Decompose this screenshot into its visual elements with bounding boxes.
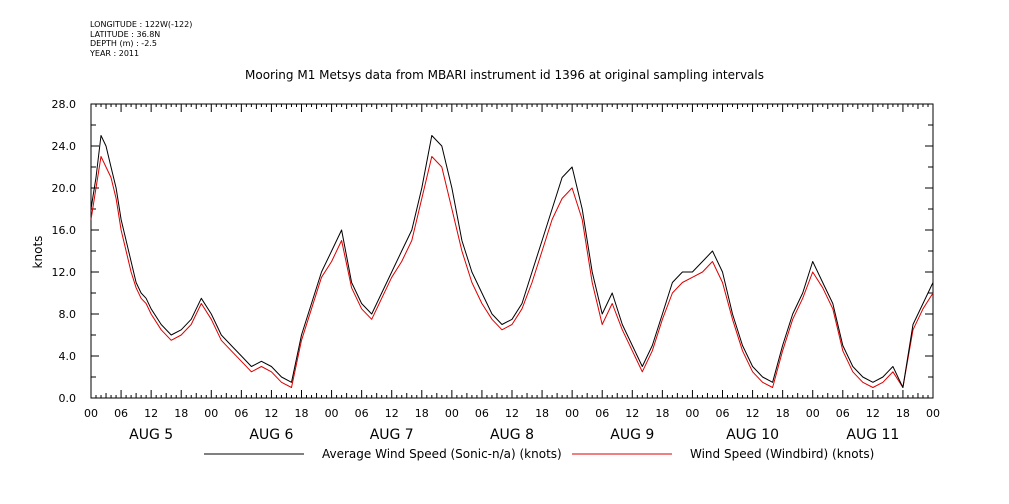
y-tick-label: 4.0 bbox=[59, 350, 77, 363]
x-tick-label: 18 bbox=[295, 407, 309, 420]
metadata-block: LONGITUDE : 122W(-122) LATITUDE : 36.8N … bbox=[90, 20, 192, 58]
x-tick-label: 12 bbox=[264, 407, 278, 420]
x-tick-label: 12 bbox=[385, 407, 399, 420]
legend: Average Wind Speed (Sonic-n/a) (knots) W… bbox=[204, 447, 874, 461]
x-tick-label: 12 bbox=[625, 407, 639, 420]
y-tick-label: 16.0 bbox=[52, 224, 77, 237]
series-line-windbird bbox=[90, 156, 934, 388]
y-tick-label: 20.0 bbox=[52, 182, 77, 195]
depth-text: DEPTH (m) : -2.5 bbox=[90, 39, 157, 48]
chart-title: Mooring M1 Metsys data from MBARI instru… bbox=[245, 68, 764, 82]
y-axis-label: knots bbox=[31, 236, 45, 269]
y-tick-label: 24.0 bbox=[52, 140, 77, 153]
x-tick-label: 00 bbox=[445, 407, 459, 420]
x-axis: 00 06 12 18 00 06 12 18 00 06 12 18 00 06 12 18 00 06 12 18… bbox=[84, 104, 940, 443]
x-day-label: AUG 7 bbox=[370, 427, 414, 443]
x-tick-label: 06 bbox=[114, 407, 128, 420]
x-tick-label: 00 bbox=[325, 407, 339, 420]
x-tick-label: 06 bbox=[355, 407, 369, 420]
y-tick-label: 12.0 bbox=[52, 266, 77, 279]
x-tick-label: 00 bbox=[204, 407, 218, 420]
y-tick-label: 28.0 bbox=[52, 98, 77, 111]
x-tick-label: 12 bbox=[866, 407, 880, 420]
y-tick-label: 0.0 bbox=[59, 392, 77, 405]
x-tick-label: 18 bbox=[776, 407, 790, 420]
legend-label-average-wind: Average Wind Speed (Sonic-n/a) (knots) bbox=[322, 447, 562, 461]
x-tick-label: 18 bbox=[415, 407, 429, 420]
x-tick-label: 06 bbox=[475, 407, 489, 420]
plot-frame bbox=[90, 103, 934, 399]
x-tick-label: 06 bbox=[716, 407, 730, 420]
x-day-label: AUG 10 bbox=[726, 427, 779, 443]
x-day-label: AUG 9 bbox=[610, 427, 654, 443]
x-tick-label: 18 bbox=[535, 407, 549, 420]
x-tick-label: 00 bbox=[84, 407, 98, 420]
x-tick-label: 00 bbox=[685, 407, 699, 420]
x-tick-label: 06 bbox=[234, 407, 248, 420]
x-tick-label: 12 bbox=[144, 407, 158, 420]
y-axis: 0.0 4.0 8.0 12.0 16.0 20.0 24.0 28.0 bbox=[52, 98, 933, 405]
latitude-text: LATITUDE : 36.8N bbox=[90, 29, 161, 39]
series-layer bbox=[90, 135, 934, 388]
x-day-label: AUG 11 bbox=[846, 427, 899, 443]
x-tick-label: 06 bbox=[836, 407, 850, 420]
x-tick-label: 12 bbox=[505, 407, 519, 420]
x-tick-label: 18 bbox=[174, 407, 188, 420]
y-tick-label: 8.0 bbox=[59, 308, 77, 321]
x-tick-label: 18 bbox=[896, 407, 910, 420]
x-tick-label: 00 bbox=[926, 407, 940, 420]
x-day-label: AUG 6 bbox=[249, 427, 293, 443]
x-tick-label: 12 bbox=[746, 407, 760, 420]
longitude-text: LONGITUDE : 122W(-122) bbox=[90, 20, 193, 29]
x-tick-label: 00 bbox=[565, 407, 579, 420]
year-text: YEAR : 2011 bbox=[90, 48, 140, 58]
series-line-average-wind bbox=[90, 135, 934, 388]
x-day-label: AUG 8 bbox=[490, 427, 534, 443]
legend-label-windbird: Wind Speed (Windbird) (knots) bbox=[690, 447, 874, 461]
x-tick-label: 06 bbox=[595, 407, 609, 420]
x-tick-label: 18 bbox=[655, 407, 669, 420]
x-day-label: AUG 5 bbox=[129, 427, 173, 443]
x-tick-label: 00 bbox=[806, 407, 820, 420]
